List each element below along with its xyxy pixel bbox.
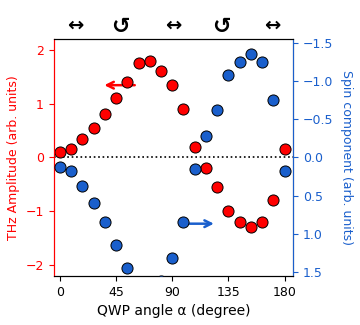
Point bbox=[214, 184, 220, 189]
Point bbox=[192, 144, 198, 149]
Point bbox=[226, 209, 231, 214]
Text: ↺: ↺ bbox=[112, 17, 130, 37]
Point bbox=[91, 125, 96, 130]
Point bbox=[158, 279, 164, 284]
Point bbox=[125, 266, 130, 271]
Point bbox=[282, 147, 288, 152]
Point bbox=[203, 133, 209, 138]
Text: ↔: ↔ bbox=[165, 15, 182, 34]
Point bbox=[136, 289, 141, 294]
Point bbox=[248, 52, 254, 57]
Point bbox=[91, 201, 96, 206]
Point bbox=[169, 82, 175, 87]
Point bbox=[80, 136, 85, 141]
Point bbox=[237, 219, 243, 225]
Point bbox=[80, 184, 85, 189]
Point bbox=[237, 59, 243, 65]
Point bbox=[68, 169, 74, 174]
Point bbox=[192, 166, 198, 172]
Point bbox=[102, 220, 108, 225]
Point bbox=[147, 291, 153, 296]
Point bbox=[57, 164, 63, 169]
Point bbox=[270, 98, 276, 103]
Point bbox=[102, 112, 108, 117]
Point bbox=[158, 69, 164, 74]
Point bbox=[136, 61, 141, 66]
Point bbox=[203, 165, 209, 171]
Point bbox=[214, 108, 220, 113]
Point bbox=[169, 255, 175, 261]
Point bbox=[270, 198, 276, 203]
Text: ↔: ↔ bbox=[264, 15, 280, 34]
Point bbox=[259, 59, 265, 65]
Point bbox=[259, 219, 265, 225]
Y-axis label: THz Amplitude (arb. units): THz Amplitude (arb. units) bbox=[7, 75, 20, 240]
Point bbox=[181, 220, 186, 225]
Text: ↔: ↔ bbox=[67, 15, 84, 34]
Point bbox=[113, 243, 119, 248]
Point bbox=[226, 72, 231, 77]
Point bbox=[113, 96, 119, 101]
Point bbox=[68, 147, 74, 152]
Point bbox=[147, 58, 153, 63]
Point bbox=[248, 225, 254, 230]
X-axis label: QWP angle α (degree): QWP angle α (degree) bbox=[97, 304, 250, 318]
Text: ↺: ↺ bbox=[212, 17, 231, 37]
Point bbox=[125, 79, 130, 84]
Point bbox=[282, 169, 288, 174]
Y-axis label: Spin component (arb. units): Spin component (arb. units) bbox=[340, 70, 353, 245]
Point bbox=[181, 106, 186, 111]
Point bbox=[57, 150, 63, 155]
